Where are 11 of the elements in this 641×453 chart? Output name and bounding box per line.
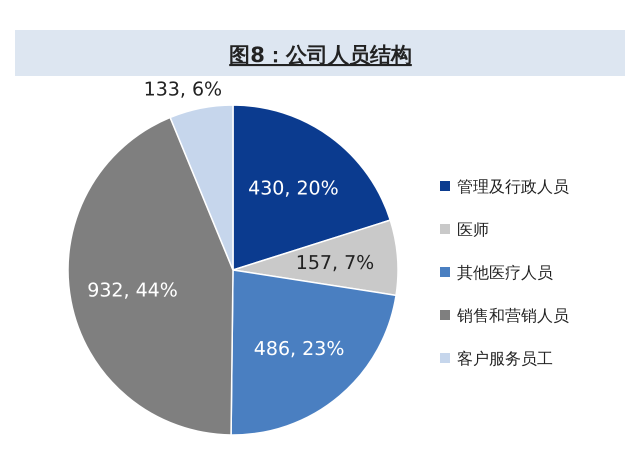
legend-label: 管理及行政人员 <box>457 177 569 196</box>
legend-label: 医师 <box>457 220 489 239</box>
legend-label: 销售和营销人员 <box>456 306 569 325</box>
chart-title: 图8：公司人员结构 <box>229 43 412 67</box>
legend-label: 客户服务员工 <box>457 349 553 368</box>
legend-label: 其他医疗人员 <box>457 263 553 282</box>
data-label: 932, 44% <box>87 279 178 302</box>
data-label: 486, 23% <box>254 338 344 360</box>
data-label: 430, 20% <box>248 177 339 200</box>
data-label: 157, 7% <box>296 252 374 274</box>
data-label: 133, 6% <box>144 78 222 101</box>
